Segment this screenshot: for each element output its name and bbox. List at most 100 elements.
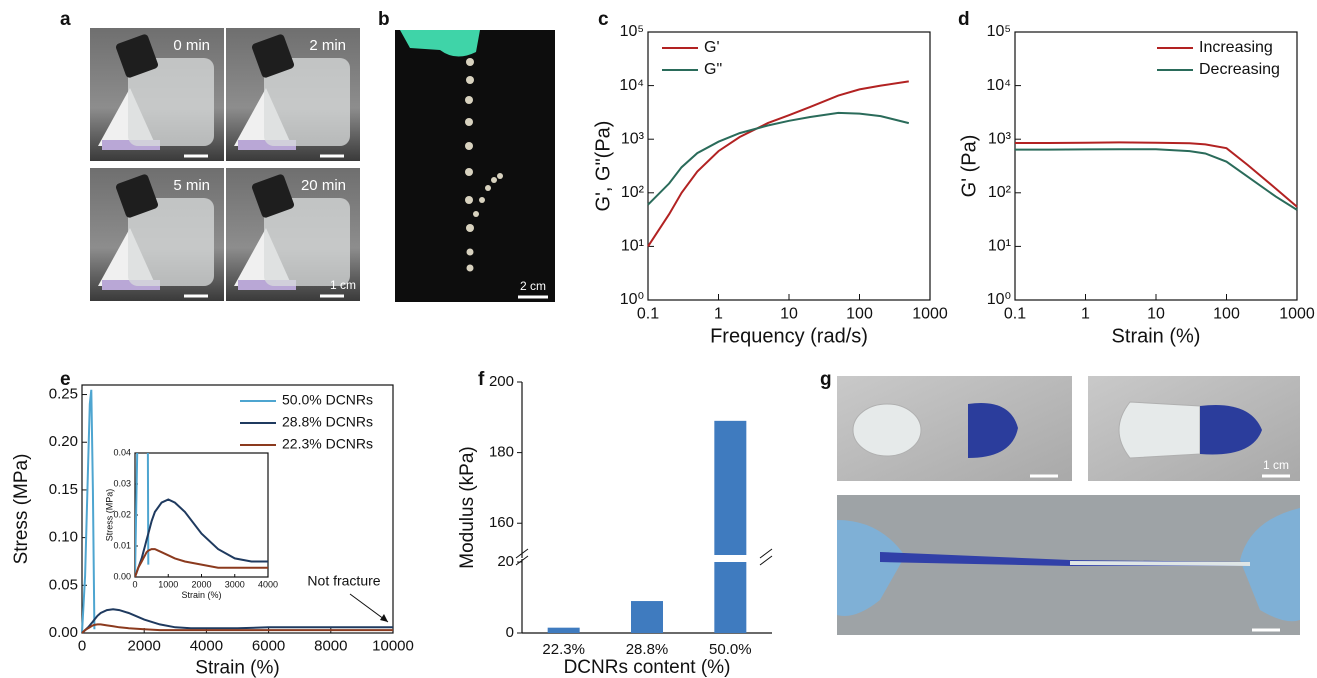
panel-g-photos: 1 cm bbox=[837, 376, 1300, 635]
x-tick-label: 3000 bbox=[225, 579, 245, 589]
legend-label: 28.8% DCNRs bbox=[282, 414, 373, 430]
y-tick-label: 0.15 bbox=[49, 481, 78, 498]
y-tick-label: 0.25 bbox=[49, 386, 78, 403]
y-axis-label: Stress (MPa) bbox=[11, 454, 32, 565]
x-axis-label: DCNRs content (%) bbox=[564, 657, 731, 678]
inset-background bbox=[135, 453, 268, 577]
y-tick-label: 10⁵ bbox=[987, 23, 1011, 40]
y-tick-label: 0.20 bbox=[49, 433, 78, 450]
x-tick-label: 10000 bbox=[372, 637, 414, 654]
series-line bbox=[1015, 142, 1297, 206]
series-line bbox=[648, 113, 909, 205]
y-tick-label: 10⁰ bbox=[620, 291, 644, 308]
legend-label: Decreasing bbox=[1199, 61, 1280, 78]
bar bbox=[714, 562, 746, 633]
y-tick-label: 10⁵ bbox=[620, 23, 644, 40]
photo-label: 2 min bbox=[309, 37, 346, 54]
x-tick-label: 0 bbox=[78, 637, 86, 654]
y-axis-label: G' (Pa) bbox=[958, 135, 980, 198]
panel-label: c bbox=[598, 9, 609, 30]
x-tick-label: 1 bbox=[1081, 306, 1090, 323]
y-axis-label: Modulus (kPa) bbox=[457, 446, 478, 569]
y-tick-label: 10¹ bbox=[988, 238, 1011, 255]
bar bbox=[548, 628, 580, 633]
y-tick-label: 10¹ bbox=[621, 238, 644, 255]
x-tick-label: 1 bbox=[714, 306, 723, 323]
y-tick-label: 0 bbox=[506, 624, 514, 641]
y-axis-label: Stress (MPa) bbox=[104, 489, 114, 542]
legend-label: G' bbox=[704, 39, 720, 56]
y-tick-label: 0.10 bbox=[49, 529, 78, 546]
axis-break bbox=[760, 556, 772, 565]
panel-label: f bbox=[478, 369, 485, 390]
annotation-arrowhead bbox=[380, 614, 388, 622]
photo-label: 20 min bbox=[301, 177, 346, 194]
x-axis-label: Strain (%) bbox=[1112, 326, 1201, 348]
y-tick-label: 0.02 bbox=[113, 509, 131, 519]
y-tick-label: 10⁰ bbox=[987, 291, 1011, 308]
y-tick-label: 10³ bbox=[621, 130, 645, 147]
y-tick-label: 20 bbox=[497, 553, 514, 570]
panel-label: d bbox=[958, 9, 970, 30]
y-axis-label: G', G"(Pa) bbox=[592, 121, 614, 212]
y-tick-label: 0.04 bbox=[113, 447, 131, 457]
y-tick-label: 10³ bbox=[988, 130, 1012, 147]
legend-label: G" bbox=[704, 61, 722, 78]
y-tick-label: 0.00 bbox=[113, 571, 131, 581]
legend-label: 22.3% DCNRs bbox=[282, 436, 373, 452]
bar bbox=[631, 601, 663, 633]
y-tick-label: 10⁴ bbox=[986, 77, 1011, 94]
x-axis-label: Strain (%) bbox=[195, 657, 279, 678]
x-tick-label: 2000 bbox=[128, 637, 161, 654]
y-tick-label: 0.03 bbox=[113, 478, 131, 488]
y-tick-label: 0.05 bbox=[49, 576, 78, 593]
x-tick-label: 2000 bbox=[191, 579, 211, 589]
series-line bbox=[82, 390, 94, 633]
x-tick-label: 50.0% bbox=[709, 641, 752, 658]
photo-label: 5 min bbox=[173, 177, 210, 194]
y-tick-label: 0.01 bbox=[113, 540, 131, 550]
legend-label: Increasing bbox=[1199, 39, 1273, 56]
x-tick-label: 100 bbox=[1213, 306, 1240, 323]
x-tick-label: 4000 bbox=[258, 579, 278, 589]
x-tick-label: 28.8% bbox=[626, 641, 669, 658]
x-tick-label: 1000 bbox=[1279, 306, 1315, 323]
figure: 0 min 2 min 5 min 20 min 1 cm 2 cm 1 cm bbox=[0, 0, 1317, 678]
panel-label: g bbox=[820, 369, 832, 390]
page: {"panel_labels": ["a", "b", "c", "d", "e… bbox=[0, 0, 1317, 678]
panel-a-photos: 0 min 2 min 5 min 20 min 1 cm bbox=[90, 28, 360, 301]
scale-label: 1 cm bbox=[1263, 458, 1289, 472]
x-tick-label: 10 bbox=[1147, 306, 1165, 323]
x-tick-label: 0 bbox=[132, 579, 137, 589]
x-tick-label: 8000 bbox=[314, 637, 347, 654]
scale-label: 1 cm bbox=[330, 278, 356, 292]
x-axis-label: Frequency (rad/s) bbox=[710, 326, 868, 348]
y-tick-label: 10² bbox=[988, 184, 1012, 201]
scale-label: 2 cm bbox=[520, 279, 546, 293]
series-line bbox=[648, 81, 909, 246]
annotation: Not fracture bbox=[307, 573, 380, 589]
plot-frame bbox=[648, 32, 930, 300]
photo-label: 0 min bbox=[173, 37, 210, 54]
panel-label: b bbox=[378, 9, 390, 30]
legend-label: 50.0% DCNRs bbox=[282, 392, 373, 408]
x-tick-label: 100 bbox=[846, 306, 873, 323]
series-line bbox=[1015, 149, 1297, 210]
x-tick-label: 1000 bbox=[158, 579, 178, 589]
x-tick-label: 22.3% bbox=[542, 641, 585, 658]
panel-b-photo: 2 cm bbox=[395, 30, 555, 302]
x-tick-label: 6000 bbox=[252, 637, 285, 654]
axis-break bbox=[760, 549, 772, 558]
x-tick-label: 4000 bbox=[190, 637, 223, 654]
y-tick-label: 200 bbox=[489, 373, 514, 390]
y-tick-label: 10⁴ bbox=[619, 77, 644, 94]
panel-label: a bbox=[60, 9, 71, 30]
y-tick-label: 10² bbox=[621, 184, 645, 201]
x-tick-label: 10 bbox=[780, 306, 798, 323]
y-tick-label: 180 bbox=[489, 444, 514, 461]
y-tick-label: 0.00 bbox=[49, 624, 78, 641]
x-tick-label: 1000 bbox=[912, 306, 948, 323]
y-tick-label: 160 bbox=[489, 514, 514, 531]
bar bbox=[714, 421, 746, 555]
x-axis-label: Strain (%) bbox=[181, 590, 221, 600]
